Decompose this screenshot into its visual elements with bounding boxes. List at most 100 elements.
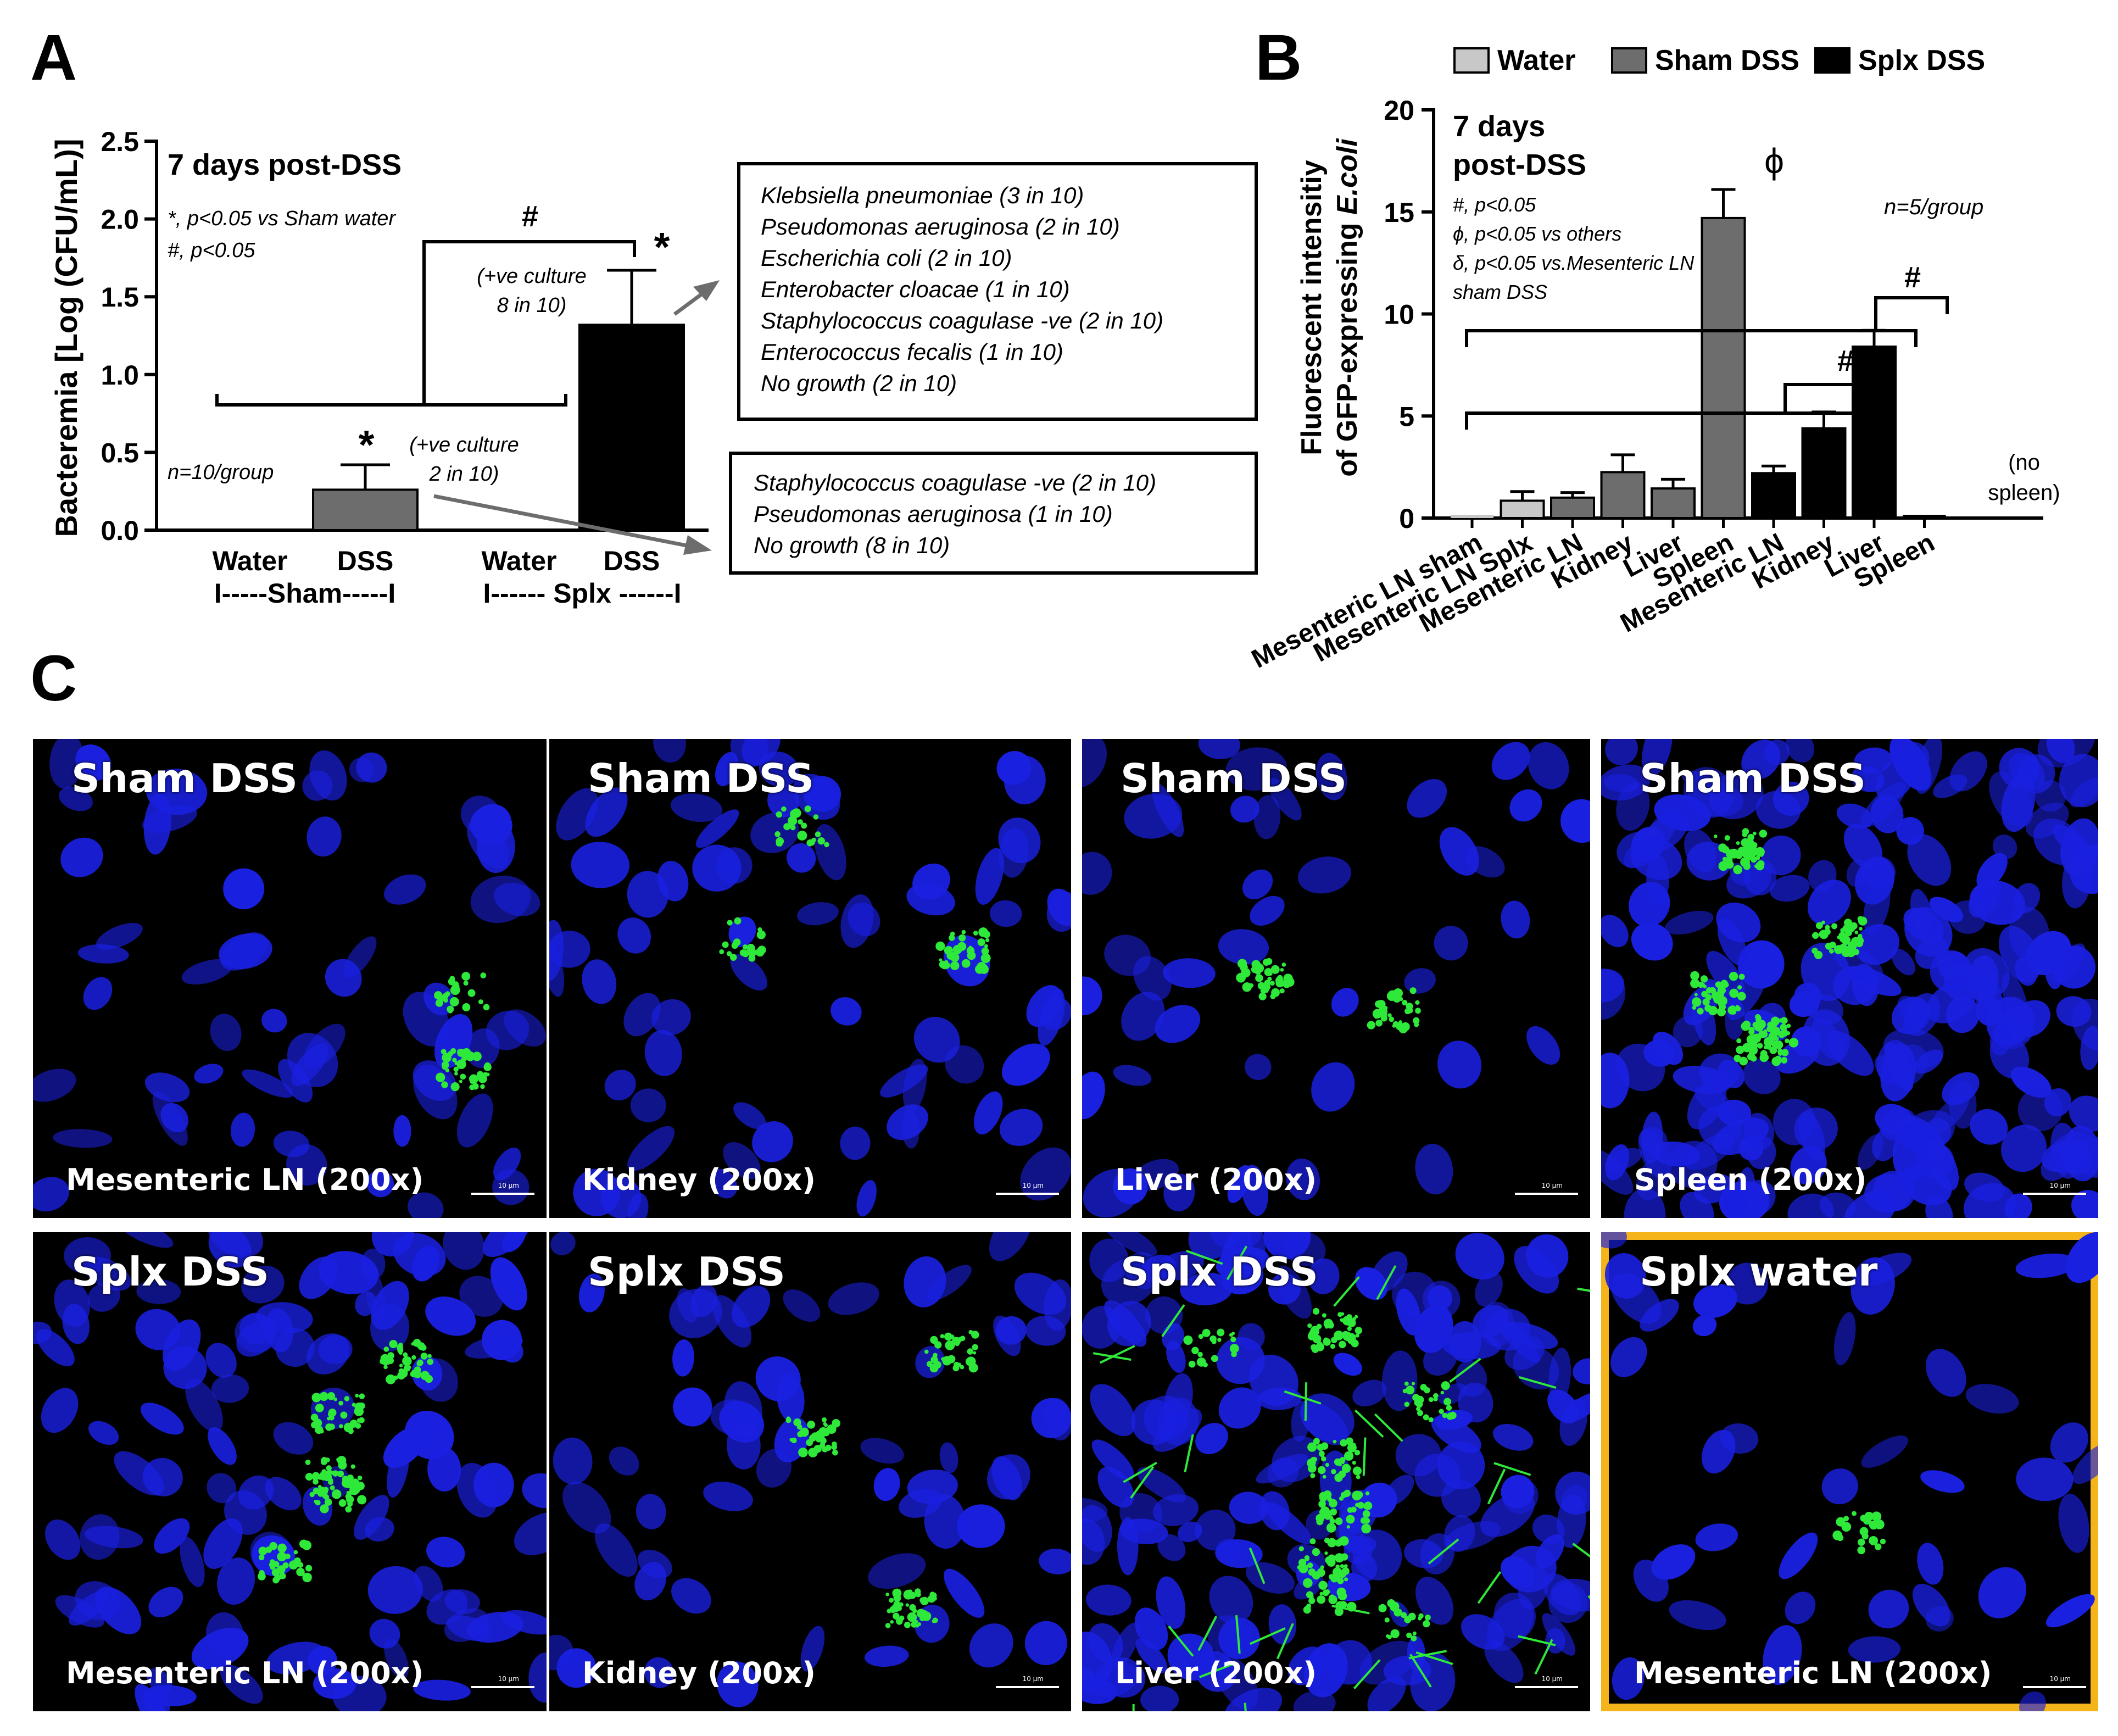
nucleus bbox=[1938, 952, 1966, 980]
nucleus bbox=[1227, 1165, 1251, 1203]
micrograph-image bbox=[33, 739, 546, 1218]
nucleus bbox=[1492, 1424, 1534, 1451]
chart-b-ylabel-italic: E.coli bbox=[1331, 138, 1363, 215]
gfp-punctum bbox=[933, 1353, 938, 1358]
gfp-punctum bbox=[1754, 848, 1759, 853]
gfp-punctum bbox=[819, 1437, 823, 1442]
gfp-punctum bbox=[1406, 1632, 1412, 1638]
gfp-punctum bbox=[467, 989, 476, 997]
nucleus bbox=[873, 1468, 900, 1501]
nucleus bbox=[1370, 1251, 1408, 1293]
nucleus bbox=[2080, 1026, 2098, 1071]
micrograph-title: Splx DSS bbox=[1121, 1249, 1318, 1295]
nucleus bbox=[498, 1337, 523, 1363]
gfp-streak bbox=[1331, 1605, 1370, 1615]
gfp-punctum bbox=[328, 1415, 335, 1421]
gfp-punctum bbox=[1786, 1031, 1791, 1036]
nucleus bbox=[1308, 1258, 1340, 1294]
nucleus bbox=[969, 1623, 1013, 1668]
gfp-punctum bbox=[1183, 1335, 1193, 1345]
culture-box-sham-lines: Staphylococcus coagulase -ve (2 in 10) Ps… bbox=[754, 470, 1156, 558]
nucleus bbox=[205, 1343, 237, 1378]
gfp-streak bbox=[1477, 1571, 1502, 1604]
chart-b-ytick-label: 0 bbox=[1399, 503, 1414, 534]
chart-b-legend: Water Sham DSS Splx DSS bbox=[1453, 44, 1985, 76]
nucleus bbox=[1633, 1559, 1669, 1602]
gfp-punctum bbox=[307, 1472, 312, 1478]
nucleus bbox=[408, 1192, 444, 1218]
gfp-punctum bbox=[1759, 830, 1768, 838]
gfp-punctum bbox=[975, 964, 985, 974]
gfp-punctum bbox=[1316, 1518, 1324, 1526]
nucleus bbox=[1082, 976, 1102, 1016]
gfp-punctum bbox=[972, 1344, 978, 1350]
nucleus bbox=[425, 1296, 476, 1336]
gfp-punctum bbox=[1769, 1046, 1777, 1054]
chart-b-tick-labels: 0 5 10 15 20 bbox=[1384, 95, 1414, 534]
chart-a: Bacteremia [Log (CFU/mL)] 0.0 0.5 1.0 1.5 2.… bbox=[49, 126, 1258, 609]
nucleus bbox=[33, 1069, 76, 1102]
gfp-punctum bbox=[460, 1060, 465, 1066]
nucleus bbox=[1573, 1358, 1590, 1384]
scale-bar-label: 10 µm bbox=[1541, 1675, 1563, 1683]
gfp-punctum bbox=[1318, 1581, 1328, 1590]
gfp-punctum bbox=[1754, 864, 1758, 868]
gfp-punctum bbox=[896, 1618, 903, 1625]
gfp-punctum bbox=[1318, 1500, 1326, 1508]
nucleus bbox=[1038, 1548, 1071, 1574]
nucleus bbox=[1248, 1354, 1298, 1406]
gfp-punctum bbox=[1319, 1453, 1325, 1457]
gfp-punctum bbox=[309, 1492, 315, 1498]
gfp-streak bbox=[1534, 1639, 1553, 1675]
chart-b-ytick-label: 5 bbox=[1399, 401, 1414, 432]
nucleus bbox=[1216, 1539, 1243, 1561]
gfp-punctum bbox=[1389, 1601, 1400, 1612]
nucleus bbox=[1861, 1435, 1908, 1468]
gfp-punctum bbox=[483, 1004, 490, 1011]
gfp-punctum bbox=[1825, 942, 1832, 950]
gfp-punctum bbox=[892, 1588, 902, 1598]
gfp-punctum bbox=[344, 1396, 350, 1401]
gfp-punctum bbox=[358, 1417, 365, 1423]
gfp-punctum bbox=[1713, 992, 1719, 998]
nucleus bbox=[482, 1232, 531, 1258]
chart-a-ytick-label: 0.5 bbox=[101, 437, 139, 468]
nucleus bbox=[1891, 948, 1915, 976]
nucleus bbox=[1872, 1128, 1899, 1161]
gfp-punctum bbox=[968, 1329, 973, 1334]
gfp-punctum bbox=[824, 842, 829, 848]
gfp-punctum bbox=[1857, 1546, 1865, 1555]
gfp-streak bbox=[1408, 1650, 1447, 1660]
gfp-streak bbox=[1168, 1625, 1194, 1657]
nucleus bbox=[1404, 968, 1436, 994]
nucleus bbox=[1104, 1300, 1147, 1347]
nucleus bbox=[2001, 1125, 2047, 1172]
nucleus bbox=[1925, 1195, 1953, 1218]
nucleus bbox=[223, 868, 265, 910]
gfp-punctum bbox=[328, 1423, 335, 1430]
gfp-punctum bbox=[352, 1403, 356, 1407]
gfp-punctum bbox=[454, 1071, 458, 1076]
nucleus bbox=[1143, 1395, 1189, 1441]
micrograph-label: Mesenteric LN (200x) bbox=[1634, 1656, 1992, 1690]
nucleus bbox=[136, 1279, 181, 1304]
gfp-punctum bbox=[1352, 1466, 1362, 1476]
nucleus bbox=[944, 1568, 985, 1618]
gfp-punctum bbox=[258, 1572, 266, 1581]
micrograph-title: Sham DSS bbox=[1640, 755, 1866, 802]
gfp-punctum bbox=[324, 1498, 332, 1506]
gfp-punctum bbox=[1331, 1468, 1336, 1475]
gfp-punctum bbox=[1306, 1591, 1313, 1599]
nucleus bbox=[1367, 1676, 1406, 1711]
nucleus bbox=[64, 1237, 112, 1275]
gfp-punctum bbox=[472, 1083, 479, 1090]
gfp-punctum bbox=[885, 1592, 890, 1596]
chart-b-legend-label: Splx DSS bbox=[1858, 44, 1985, 76]
nucleus bbox=[651, 999, 691, 1036]
gfp-streak bbox=[1333, 1276, 1360, 1307]
gfp-punctum bbox=[330, 1485, 335, 1490]
gfp-punctum bbox=[1741, 1021, 1751, 1031]
gfp-punctum bbox=[798, 819, 803, 825]
nucleus bbox=[2056, 996, 2092, 1027]
chart-b-no-spleen-2: spleen) bbox=[1988, 481, 2060, 505]
